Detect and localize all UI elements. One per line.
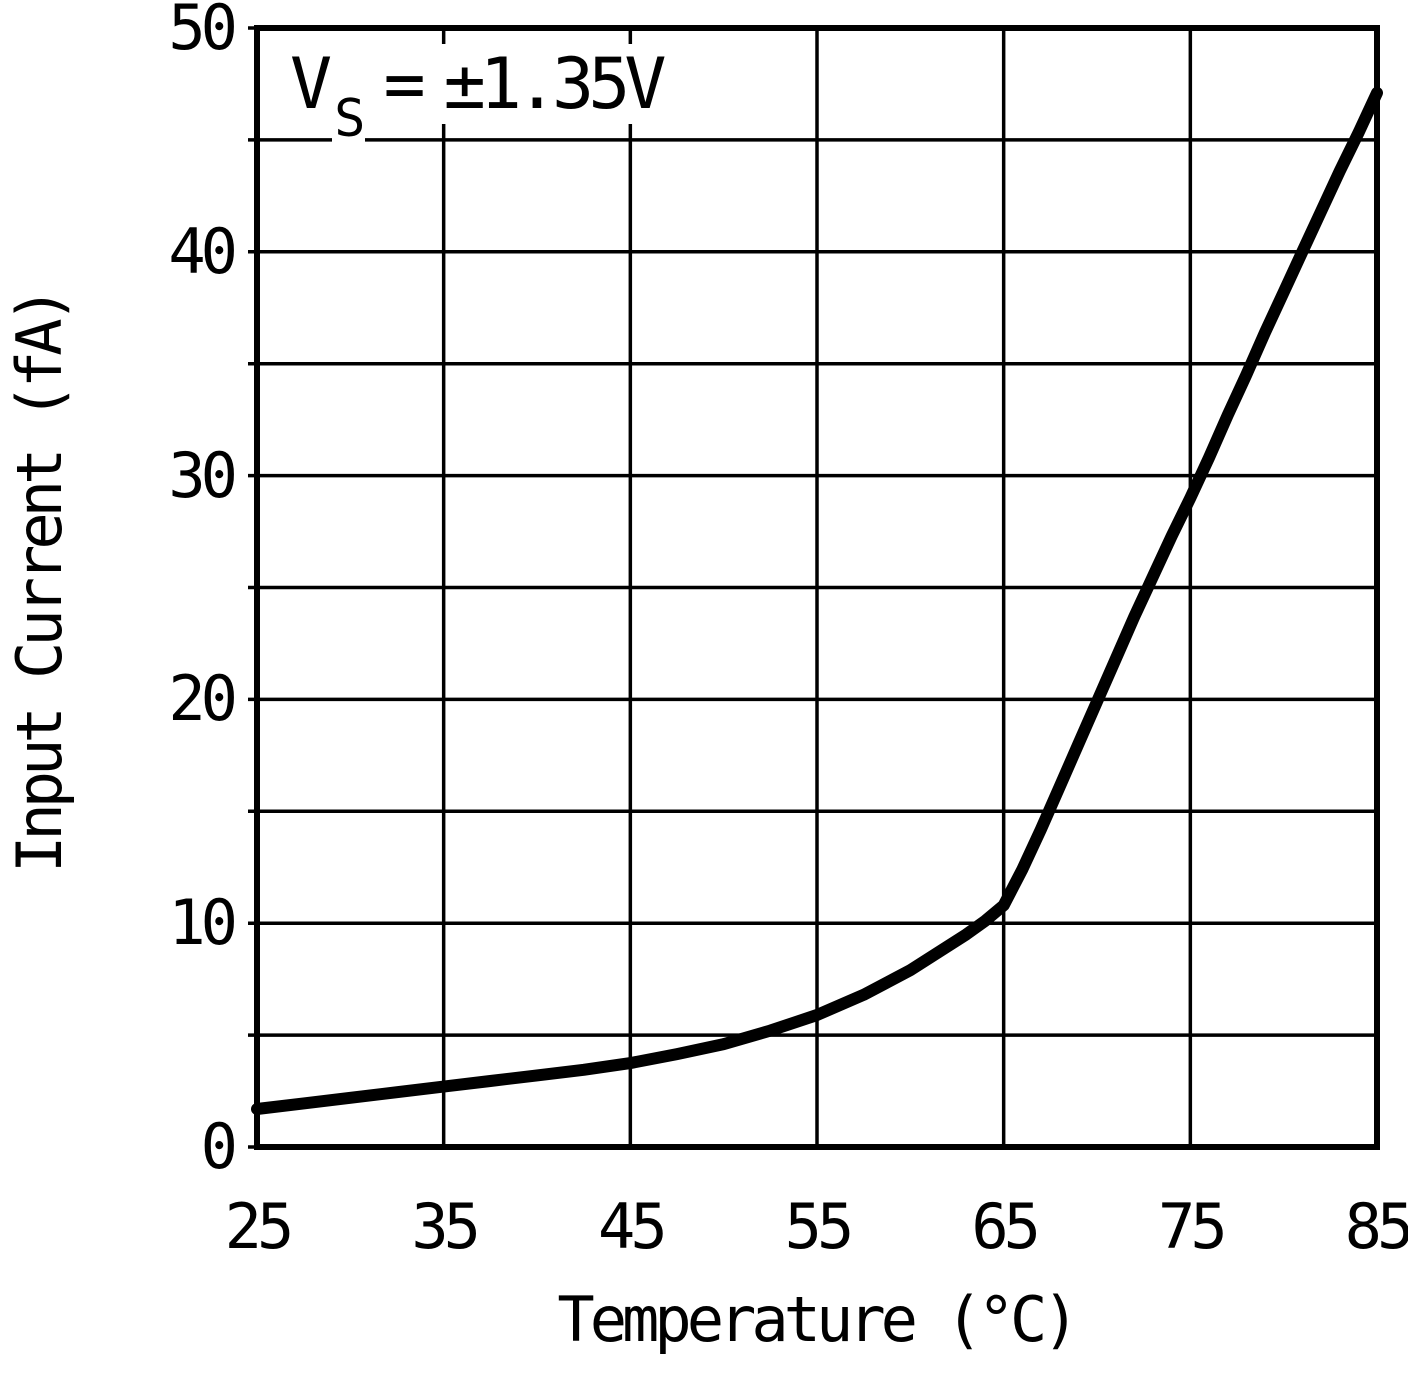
plot-border — [254, 25, 1380, 1150]
x-tick-label: 45 — [598, 1190, 668, 1263]
x-tick-label: 65 — [971, 1190, 1041, 1263]
y-tick-label: 10 — [168, 886, 238, 960]
x-tick-label: 25 — [224, 1190, 295, 1263]
x-tick-label: 75 — [1158, 1190, 1228, 1263]
y-tick-label: 30 — [168, 438, 238, 512]
y-tick-label: 50 — [168, 0, 238, 64]
y-tick-label: 20 — [168, 662, 238, 736]
x-tick-label: 55 — [784, 1190, 855, 1263]
y-tick-label: 40 — [168, 214, 238, 288]
annotation-symbol: V — [284, 44, 332, 124]
x-tick-label: 35 — [411, 1190, 481, 1263]
x-tick-label: 85 — [1344, 1190, 1408, 1263]
y-axis-title: Input Current (fA) — [3, 291, 76, 873]
series-line — [251, 86, 1383, 1115]
annotation-value: ±1.35V — [437, 44, 667, 124]
x-axis-title: Temperature (°C) — [557, 1283, 1079, 1356]
y-tick-label: 0 — [200, 1110, 238, 1183]
annotation-equals: = — [377, 44, 426, 124]
annotation-subscript: S — [332, 90, 366, 154]
supply-voltage-annotation: V S = ±1.35V — [284, 44, 667, 154]
